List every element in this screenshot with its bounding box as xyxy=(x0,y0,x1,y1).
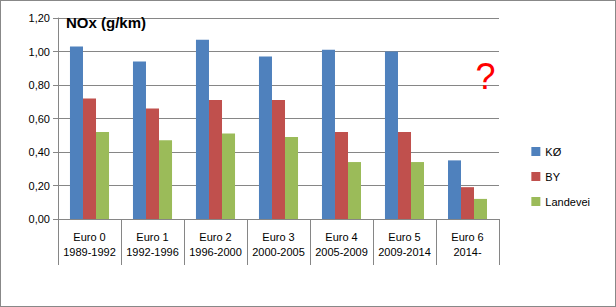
svg-text:Euro 5: Euro 5 xyxy=(388,231,420,243)
svg-text:2000-2005: 2000-2005 xyxy=(252,246,305,258)
svg-text:2014-: 2014- xyxy=(453,246,481,258)
svg-text:0,40: 0,40 xyxy=(29,146,50,158)
svg-text:Euro 0: Euro 0 xyxy=(73,231,105,243)
svg-text:1996-2000: 1996-2000 xyxy=(189,246,242,258)
svg-text:1,20: 1,20 xyxy=(29,12,50,24)
svg-text:Euro 1: Euro 1 xyxy=(136,231,168,243)
svg-text:1,00: 1,00 xyxy=(29,46,50,58)
svg-text:0,60: 0,60 xyxy=(29,113,50,125)
svg-text:1992-1996: 1992-1996 xyxy=(126,246,179,258)
svg-text:Euro 4: Euro 4 xyxy=(325,231,357,243)
svg-text:1989-1992: 1989-1992 xyxy=(63,246,116,258)
svg-text:Euro 3: Euro 3 xyxy=(262,231,294,243)
svg-text:Euro 2: Euro 2 xyxy=(199,231,231,243)
svg-text:2009-2014: 2009-2014 xyxy=(378,246,431,258)
svg-text:Landevei: Landevei xyxy=(545,196,590,208)
svg-text:BY: BY xyxy=(545,171,560,183)
svg-text:KØ: KØ xyxy=(545,146,561,158)
svg-text:2005-2009: 2005-2009 xyxy=(315,246,368,258)
svg-text:NOx (g/km): NOx (g/km) xyxy=(66,14,146,31)
svg-text:0,80: 0,80 xyxy=(29,79,50,91)
svg-text:0,20: 0,20 xyxy=(29,180,50,192)
svg-text:0,00: 0,00 xyxy=(29,213,50,225)
svg-text:Euro 6: Euro 6 xyxy=(451,231,483,243)
svg-text:?: ? xyxy=(476,56,496,97)
